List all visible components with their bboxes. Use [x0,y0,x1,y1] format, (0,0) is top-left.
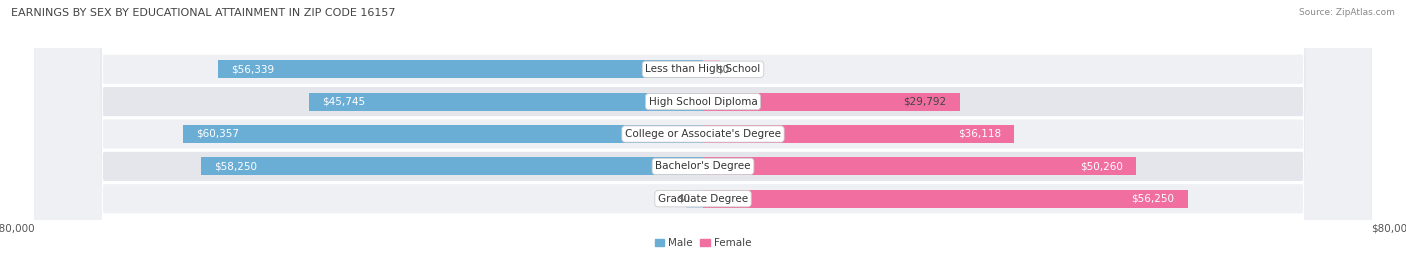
Text: $29,792: $29,792 [904,97,946,107]
Text: Graduate Degree: Graduate Degree [658,194,748,204]
Text: $36,118: $36,118 [957,129,1001,139]
FancyBboxPatch shape [35,0,1371,268]
Text: $60,357: $60,357 [195,129,239,139]
FancyBboxPatch shape [35,0,1371,268]
FancyBboxPatch shape [35,0,1371,268]
Text: High School Diploma: High School Diploma [648,97,758,107]
Text: $58,250: $58,250 [214,161,257,171]
Text: $45,745: $45,745 [322,97,366,107]
Text: EARNINGS BY SEX BY EDUCATIONAL ATTAINMENT IN ZIP CODE 16157: EARNINGS BY SEX BY EDUCATIONAL ATTAINMEN… [11,8,395,18]
Bar [703,93,960,110]
FancyBboxPatch shape [35,0,1371,268]
Bar [703,125,1014,143]
Bar [703,60,720,78]
Text: $56,339: $56,339 [231,64,274,74]
Bar [703,158,1136,175]
Bar [686,190,703,208]
Bar [183,125,703,143]
Text: College or Associate's Degree: College or Associate's Degree [626,129,780,139]
Bar [201,158,703,175]
FancyBboxPatch shape [35,0,1371,268]
Text: Less than High School: Less than High School [645,64,761,74]
Text: $0: $0 [716,64,730,74]
Text: $50,260: $50,260 [1080,161,1123,171]
Text: $56,250: $56,250 [1132,194,1174,204]
Bar [218,60,703,78]
Bar [703,190,1188,208]
Legend: Male, Female: Male, Female [651,234,755,252]
Text: Bachelor's Degree: Bachelor's Degree [655,161,751,171]
Text: Source: ZipAtlas.com: Source: ZipAtlas.com [1299,8,1395,17]
Text: $0: $0 [676,194,690,204]
Bar [309,93,703,110]
